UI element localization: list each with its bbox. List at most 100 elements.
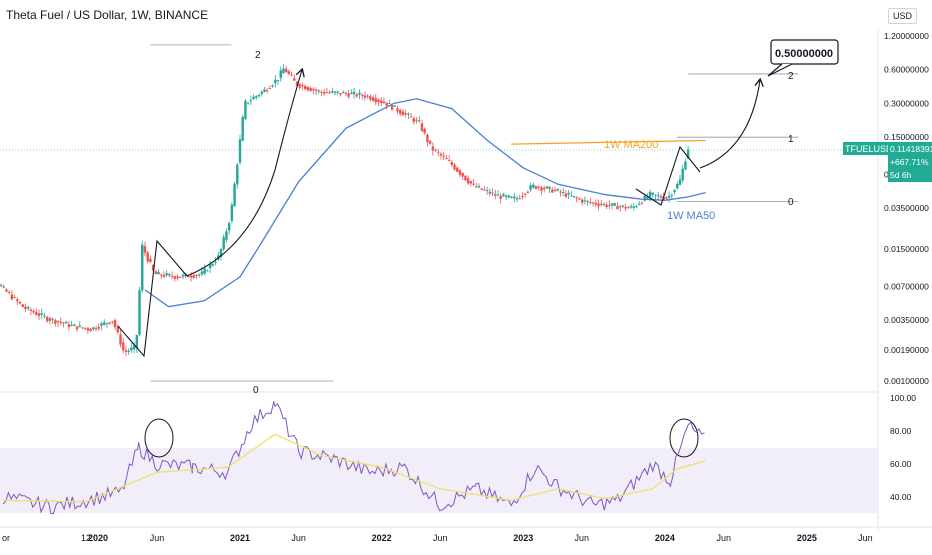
price-tick-label: 0.03500000 <box>884 203 929 213</box>
candle-body <box>445 157 448 159</box>
candle-body <box>21 304 24 308</box>
candle-body <box>206 270 209 272</box>
price-tick-label: 0.00350000 <box>884 315 929 325</box>
candle-body <box>627 207 630 209</box>
candle-body <box>507 195 511 198</box>
candle-body <box>13 296 16 298</box>
time-tick-label: 2022 <box>372 533 392 543</box>
candle-body <box>127 350 130 352</box>
price-tick-label: 0.15000000 <box>884 132 929 142</box>
candle-body <box>407 113 410 115</box>
rsi-tick-label: 60.00 <box>890 459 912 469</box>
candle-body <box>265 90 269 92</box>
candle-body <box>271 85 274 87</box>
candle-body <box>534 186 538 189</box>
candle-body <box>279 70 282 78</box>
candle-body <box>124 350 128 352</box>
candle-body <box>295 81 299 86</box>
candle-body <box>361 95 364 97</box>
candle-body <box>515 198 519 200</box>
candle-body <box>608 205 611 207</box>
candle-body <box>559 191 562 193</box>
rsi-band <box>0 448 878 513</box>
candle-body <box>225 231 228 240</box>
chart-title: Theta Fuel / US Dollar, 1W, BINANCE <box>6 8 209 22</box>
candle-body <box>439 153 443 156</box>
fib-label-2-2020: 2 <box>255 50 261 61</box>
price-axis-panel[interactable] <box>878 0 932 550</box>
candle-body <box>657 195 660 197</box>
candle-body <box>173 276 177 279</box>
currency-button[interactable]: USD <box>888 8 918 24</box>
candle-body <box>597 203 600 207</box>
candle-body <box>274 79 277 84</box>
candle-body <box>616 206 619 210</box>
candles <box>0 63 690 357</box>
candle-body <box>94 328 98 330</box>
candle-body <box>488 191 492 194</box>
candle-body <box>268 88 272 90</box>
target-value: 0.50000000 <box>775 48 833 60</box>
candle-body <box>665 197 668 199</box>
candle-body <box>686 149 690 159</box>
candle-body <box>331 91 334 93</box>
candle-body <box>64 321 68 324</box>
rsi-tick-label: 80.00 <box>890 426 912 436</box>
candle-body <box>263 89 266 93</box>
fib-label-1-2024: 1 <box>788 134 794 145</box>
candle-body <box>51 318 54 320</box>
candle-body <box>466 178 470 184</box>
candle-body <box>293 78 296 81</box>
candle-body <box>366 95 369 97</box>
candle-body <box>355 94 358 97</box>
candle-body <box>92 327 95 330</box>
candle-body <box>556 189 559 191</box>
candle-body <box>222 237 225 250</box>
candle-body <box>246 102 250 104</box>
trend-line-2024 <box>635 145 701 206</box>
candle-body <box>54 320 57 324</box>
candle-body <box>233 183 236 207</box>
candle-body <box>676 183 679 189</box>
candle-body <box>472 183 475 185</box>
symbol-tag-ticker: TFUELUSD <box>845 144 893 154</box>
candle-body <box>119 334 122 345</box>
rsi-tick-label: 40.00 <box>890 492 912 502</box>
candle-body <box>681 168 684 181</box>
candle-body <box>521 196 524 198</box>
candle-body <box>32 310 35 313</box>
candle-body <box>578 198 581 200</box>
candle-body <box>537 186 540 188</box>
candle-body <box>344 93 348 95</box>
price-tick-label: 0.00100000 <box>884 376 929 386</box>
candle-body <box>241 116 244 141</box>
fib-label-2-2024: 2 <box>788 71 794 82</box>
time-tick-label: Jun <box>858 533 873 543</box>
candle-body <box>401 111 405 116</box>
candle-body <box>320 91 323 93</box>
price-axis: 1.20000000 0.60000000 0.30000000 0.15000000… <box>884 31 929 386</box>
candle-body <box>219 248 223 257</box>
candle-body <box>165 273 168 276</box>
target-callout: 0.50000000 <box>767 39 839 77</box>
candle-body <box>504 195 508 197</box>
candle-body <box>75 326 79 330</box>
candle-body <box>2 286 5 288</box>
candle-body <box>396 108 399 112</box>
candle-body <box>420 123 424 131</box>
candle-body <box>575 197 578 199</box>
candle-body <box>227 223 231 231</box>
candle-body <box>648 191 652 197</box>
candle-body <box>347 93 350 97</box>
candle-body <box>483 189 486 191</box>
candle-body <box>499 195 502 199</box>
candle-body <box>670 195 674 197</box>
candle-body <box>404 113 407 115</box>
candle-body <box>0 285 3 287</box>
candle-body <box>548 186 551 189</box>
candle-body <box>684 161 687 170</box>
time-tick-label: 2025 <box>797 533 817 543</box>
candle-body <box>369 96 372 100</box>
